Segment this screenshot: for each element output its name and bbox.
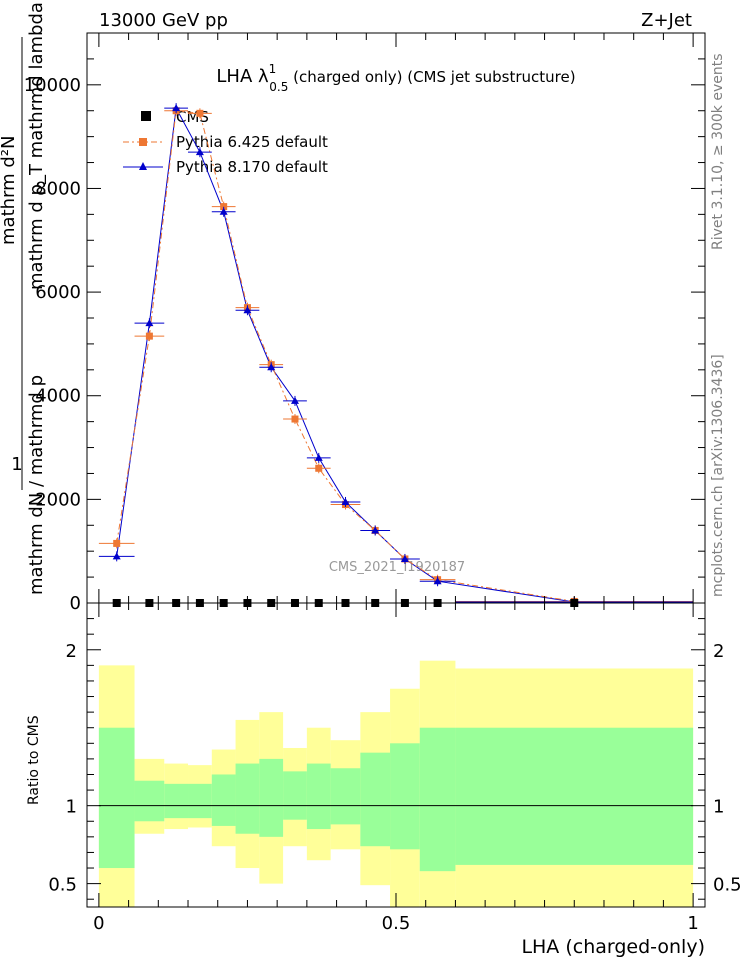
y-tick-label: 4000 (35, 386, 81, 407)
pythia8-point (433, 577, 442, 585)
watermark: CMS_2021_I1920187 (329, 560, 465, 575)
ratio-panel: 0.5 0.5 1 1 2 2 0 0.5 1 Ratio to CMS LHA (charge… (26, 602, 742, 958)
ratio-axes: 0.5 0.5 1 1 2 2 0 0.5 1 (48, 602, 742, 934)
header-left: 13000 GeV pp (99, 10, 228, 31)
chart-title: LHA λ1 0.5 (charged only) (CMS jet substr… (216, 62, 575, 94)
inner-band-bin (419, 727, 456, 872)
title-rest: (charged only) (CMS jet substructure) (288, 68, 575, 86)
y-tick-label: 2000 (35, 489, 81, 510)
legend-marker-cms (141, 111, 151, 121)
inner-band-bin (330, 768, 361, 825)
ratio-y-tick-label-right: 0.5 (713, 875, 742, 896)
inner-band-bin (164, 783, 189, 819)
inner-band-bin (306, 763, 331, 830)
title-sup: 1 (269, 62, 277, 76)
legend-marker-pythia8 (139, 162, 147, 170)
y-label-dpt: mathrm d p_T mathrmd lambda (26, 2, 47, 290)
inner-band-bin (259, 758, 284, 837)
x-tick-label: 1 (687, 913, 698, 934)
ratio-y-tick-label: 0.5 (48, 875, 77, 896)
y-label-d2n: mathrm d²N (0, 136, 19, 245)
main-axes: 0 2000 4000 6000 8000 10000 (24, 32, 706, 614)
ratio-bands (98, 660, 694, 907)
pythia8-point (400, 554, 409, 562)
title-main: LHA λ (216, 66, 269, 87)
pythia8-point (314, 453, 323, 461)
pythia8-point (195, 148, 204, 156)
pythia8-point (112, 552, 121, 560)
main-panel: 1 mathrm dN / mathrmd p mathrm d²N mathr… (0, 2, 706, 614)
y-label-numerator: 1 (11, 454, 22, 475)
inner-band-bin (188, 783, 212, 819)
inner-band-bin (235, 763, 260, 834)
series-line-pythia6 (116, 110, 575, 602)
pythia6-point (220, 203, 228, 211)
pythia6-point (291, 415, 299, 423)
legend-label-pythia6: Pythia 6.425 default (176, 133, 328, 151)
pythia8-point (243, 306, 252, 314)
pythia6-point (113, 539, 121, 547)
inner-band-bin (98, 727, 135, 869)
ratio-y-axis-label: Ratio to CMS (26, 715, 42, 805)
main-title: LHA λ1 0.5 (charged only) (CMS jet substr… (216, 62, 575, 94)
inner-band-bin (211, 774, 236, 826)
inner-band-bin (455, 727, 694, 865)
ratio-y-tick-label-right: 2 (713, 641, 724, 662)
series-line-pythia8 (116, 106, 575, 603)
main-y-axis-label: 1 mathrm dN / mathrmd p mathrm d²N mathr… (0, 2, 47, 595)
legend-label-pythia8: Pythia 8.170 default (176, 158, 328, 176)
inner-band-bin (360, 752, 391, 847)
x-tick-label: 0.5 (382, 913, 411, 934)
y-tick-label: 6000 (35, 282, 81, 303)
pythia6-point (315, 464, 323, 472)
pythia8-point (341, 497, 350, 505)
y-tick-label: 0 (70, 593, 81, 614)
pythia6-point (145, 332, 153, 340)
pythia6-point (196, 109, 204, 117)
legend-marker-pythia6 (139, 138, 147, 146)
x-axis-label: LHA (charged-only) (521, 936, 705, 958)
pythia8-point (145, 319, 154, 327)
pythia8-point (219, 207, 228, 215)
title-sub: 0.5 (269, 80, 288, 94)
x-tick-label: 0 (93, 913, 104, 934)
y-tick-label: 8000 (35, 178, 81, 199)
pythia8-point (290, 396, 299, 404)
y-label-denominator: mathrm dN / mathrmd p (26, 375, 47, 595)
inner-band-bin (283, 771, 307, 820)
legend: CMS Pythia 6.425 default Pythia 8.170 de… (123, 108, 328, 176)
y-tick-label: 10000 (24, 75, 81, 96)
inner-band-bin (390, 743, 420, 850)
pythia8-point (371, 526, 380, 534)
ratio-y-tick-label: 2 (66, 641, 77, 662)
header-right: Z+Jet (641, 10, 692, 31)
inner-band-bin (134, 780, 165, 822)
pythia8-point (172, 104, 181, 112)
mcplots-label: mcplots.cern.ch [arXiv:1306.3436] (710, 354, 726, 597)
ratio-y-tick-label-right: 1 (713, 797, 724, 818)
main-data-marks (98, 103, 694, 607)
rivet-label: Rivet 3.1.10, ≥ 300k events (710, 53, 726, 250)
ratio-y-tick-label: 1 (66, 797, 77, 818)
pythia8-point (267, 363, 276, 371)
